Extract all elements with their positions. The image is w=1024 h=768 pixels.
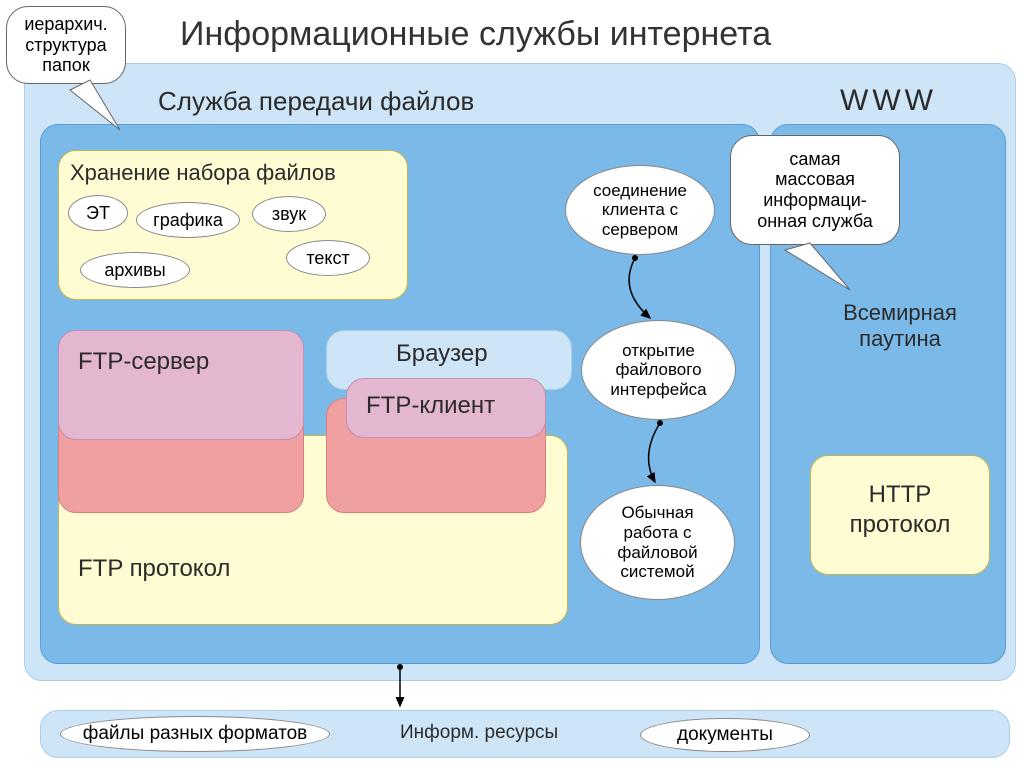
- ftp-server-box: [58, 330, 304, 440]
- browser-label: Браузер: [396, 340, 488, 368]
- flow-open-interface: открытие файлового интерфейса: [581, 320, 736, 420]
- storage-item-tekst: текст: [286, 240, 370, 276]
- worldwide-web-label: Всемирная паутина: [810, 300, 990, 353]
- storage-item-arhivy: архивы: [80, 252, 190, 288]
- www-label: WWW: [840, 84, 937, 118]
- flow-normal-work: Обычная работа с файловой системой: [580, 485, 735, 600]
- bottom-center-label: Информ. ресурсы: [400, 722, 558, 744]
- storage-item-et: ЭТ: [68, 195, 128, 231]
- page-title: Информационные службы интернета: [180, 15, 771, 54]
- storage-item-grafika: графика: [136, 202, 240, 238]
- flow-connection: соединение клиента с сервером: [565, 165, 715, 255]
- storage-title: Хранение набора файлов: [70, 160, 336, 186]
- ftp-server-label: FTP-сервер: [78, 348, 209, 376]
- http-protocol-label: HTTP протокол: [810, 480, 990, 540]
- ftp-protocol-label: FTP протокол: [78, 555, 230, 583]
- hierarchy-bubble: иерархич. структура папок: [6, 6, 126, 84]
- file-service-label: Служба передачи файлов: [158, 86, 474, 117]
- bottom-right-ellipse: документы: [640, 718, 810, 752]
- www-bubble: самая массовая информаци- онная служба: [730, 135, 900, 245]
- storage-item-zvuk: звук: [252, 196, 326, 232]
- bottom-left-ellipse: файлы разных форматов: [60, 716, 330, 752]
- ftp-client-label: FTP-клиент: [366, 392, 495, 420]
